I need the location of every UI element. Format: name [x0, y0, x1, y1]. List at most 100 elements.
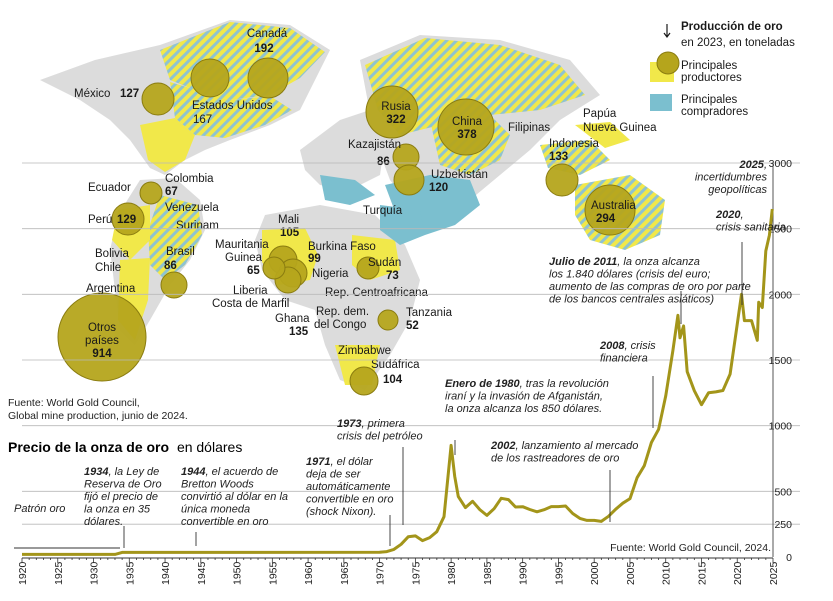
- label-zimbabwe: Zimbabwe: [338, 345, 391, 357]
- annotation-rest: , el dólar: [330, 456, 374, 468]
- y-tick-label: 250: [774, 519, 792, 531]
- x-tick-label: 1955: [267, 561, 279, 585]
- annotation-line: dólares.: [84, 516, 123, 528]
- annotation-line: convertible en oro: [306, 494, 393, 506]
- chart-source: Fuente: World Gold Council, 2024.: [610, 542, 771, 554]
- x-tick-label: 1935: [124, 561, 136, 585]
- value-china: 378: [457, 129, 477, 141]
- bubble-sudan: [356, 256, 380, 280]
- x-tick-label: 2005: [625, 561, 637, 585]
- annotation-line: Patrón oro: [14, 503, 65, 515]
- bubble-russia: [365, 85, 419, 139]
- annotation-rest: ,: [764, 159, 767, 171]
- value-mexico: 127: [120, 88, 139, 100]
- label-argentina: Argentina: [86, 283, 136, 295]
- annotation-line: 1973, primera: [337, 418, 405, 430]
- label-kazajistan: Kazajistán: [348, 139, 401, 151]
- y-tick-label: 1500: [769, 355, 793, 367]
- annotation-line: 2002, lanzamiento al mercado: [490, 440, 638, 452]
- legend-producers-2: productores: [681, 72, 742, 84]
- legend-buyer-swatch: [650, 94, 672, 111]
- x-tick-label: 1940: [160, 561, 172, 585]
- x-tick-label: 1965: [339, 561, 351, 585]
- bubble-guinea: [262, 256, 286, 280]
- x-tick-label: 1970: [375, 561, 387, 585]
- x-tick-label: 1920: [17, 561, 29, 585]
- annotation-line: 2008, crisis: [599, 340, 656, 352]
- map-source-2: Global mine production, junio de 2024.: [8, 410, 188, 422]
- label-rdc-2: del Congo: [314, 319, 366, 331]
- annotation-bold: 1944: [181, 466, 205, 478]
- y-tick-label: 1000: [769, 421, 793, 433]
- annotation-rest: , el acuerdo de: [205, 466, 278, 478]
- annotation-bold: 1973: [337, 418, 361, 430]
- annotation-bold: 2020: [715, 209, 741, 221]
- label-china: China: [452, 116, 483, 128]
- annotation-4: 1973, primera crisis del petróleo: [337, 418, 423, 443]
- label-bolivia: Bolivia: [95, 248, 129, 260]
- usa-region: [170, 82, 292, 138]
- russia-region: [365, 38, 585, 135]
- label-papua-1: Papúa: [583, 108, 617, 120]
- value-kazajistan: 86: [377, 156, 390, 168]
- annotation-9: 2020, crisis sanitaria: [715, 209, 786, 234]
- chart-title: Precio de la onza de oro en dólares: [8, 439, 242, 455]
- x-tick-label: 1975: [410, 561, 422, 585]
- annotation-line: 1944, el acuerdo de: [181, 466, 278, 478]
- label-rdc-1: Rep. dem.: [316, 306, 369, 318]
- bubble-tanzania: [377, 309, 399, 331]
- bubble-peru: [111, 202, 145, 236]
- label-otros-1: Otros: [88, 322, 116, 334]
- x-tick-label: 1980: [446, 561, 458, 585]
- y-tick-label: 500: [774, 486, 792, 498]
- annotation-3: 1971, el dólar deja de ser automáticamente…: [306, 456, 393, 518]
- annotation-line: de los rastreadores de oro: [491, 453, 619, 465]
- buyers-europe-region: [320, 175, 375, 205]
- bubble-canada: [247, 57, 289, 99]
- value-mauritania-guinea: 65: [247, 265, 260, 277]
- papua-region: [575, 122, 630, 148]
- annotation-7: 2008, crisis financiera: [599, 340, 656, 365]
- annotation-line: 2020,: [715, 209, 744, 221]
- label-colombia: Colombia: [165, 173, 214, 185]
- map-source-1: Fuente: World Gold Council,: [8, 397, 140, 409]
- value-australia: 294: [596, 213, 616, 225]
- label-usa: Estados Unidos: [192, 100, 273, 112]
- map-legend: Producción de oro en 2023, en toneladas …: [650, 21, 795, 118]
- annotation-10: 2025, incertidumbres geopolíticas: [695, 159, 768, 196]
- y-tick-label: 2500: [769, 224, 793, 236]
- x-tick-label: 1930: [89, 561, 101, 585]
- legend-arrow-icon: [663, 24, 671, 38]
- y-tick-label: 3000: [769, 158, 793, 170]
- x-tick-label: 1995: [553, 561, 565, 585]
- x-tick-label: 2015: [696, 561, 708, 585]
- annotation-rest: ,: [740, 209, 743, 221]
- x-tick-label: 2010: [661, 561, 673, 585]
- bubble-indonesia: [545, 163, 579, 197]
- value-sudan: 73: [386, 270, 399, 282]
- label-filipinas: Filipinas: [508, 122, 550, 134]
- label-liberia: Liberia: [233, 285, 268, 297]
- gridlines: [22, 162, 800, 525]
- label-turquia: Turquía: [363, 205, 403, 217]
- y-tick-label: 2000: [769, 289, 793, 301]
- label-ghana: Ghana: [275, 313, 310, 325]
- price-chart: Precio de la onza de oro en dólares 1920…: [8, 158, 800, 585]
- label-costa-marfil: Costa de Marfil: [212, 298, 289, 310]
- legend-buyers-1: Principales: [681, 94, 737, 106]
- value-peru: 129: [117, 214, 136, 226]
- annotation-bold: 2002: [490, 440, 515, 452]
- price-series-line: [22, 208, 774, 556]
- annotation-line: convertible en oro: [181, 516, 268, 528]
- chart-title-main: Precio de la onza de oro: [8, 439, 169, 455]
- value-brasil: 86: [164, 260, 177, 272]
- label-peru: Perú: [88, 214, 112, 226]
- value-indonesia: 133: [549, 151, 568, 163]
- brazil-region: [148, 195, 202, 280]
- label-chile: Chile: [95, 262, 121, 274]
- bubble-sudafrica: [349, 366, 379, 396]
- annotation-line: la onza alcanza los 850 dólares.: [445, 403, 602, 415]
- annotation-line: 2025,: [738, 159, 767, 171]
- x-tick-label: 1990: [518, 561, 530, 585]
